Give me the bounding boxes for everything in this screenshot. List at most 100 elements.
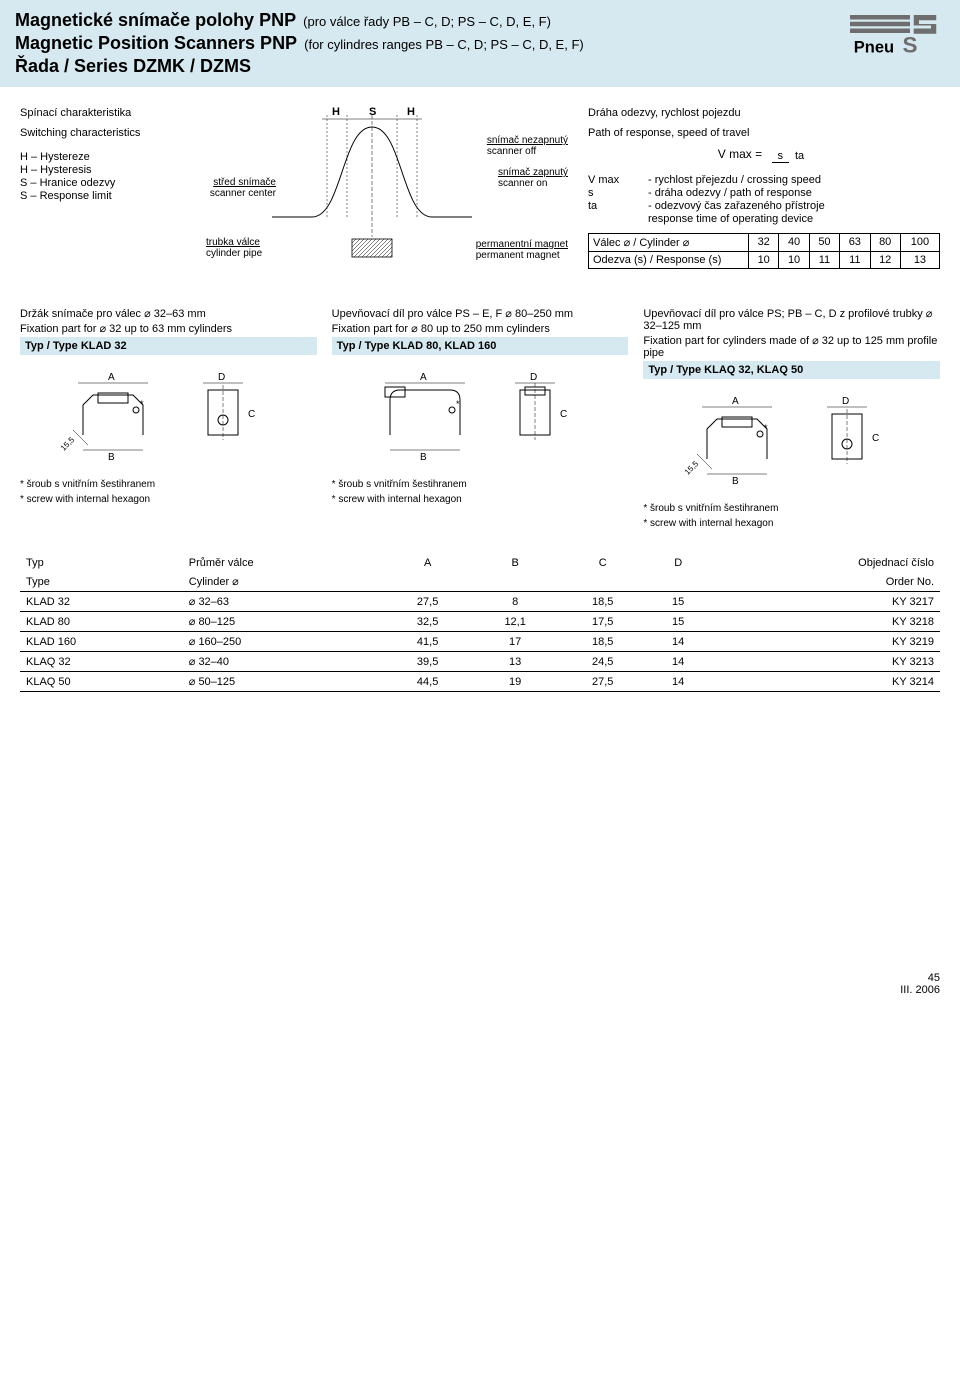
dh2-1: Cylinder ⌀: [183, 572, 384, 592]
card-note-en: * screw with internal hexagon: [20, 494, 317, 505]
page-number: 45: [20, 972, 940, 984]
series-line: Řada / Series DZMK / DZMS: [15, 56, 945, 77]
resp-r1-4: 80: [870, 233, 900, 251]
def-row: s- dráha odezvy / path of response: [588, 187, 940, 199]
table-cell: KY 3213: [710, 652, 940, 672]
dh2-6: Order No.: [710, 572, 940, 592]
svg-text:A: A: [420, 372, 427, 383]
fixation-card: Upevňovací díl pro válce PS; PB – C, D z…: [643, 307, 940, 529]
resp-r2-5: 13: [900, 251, 939, 268]
table-cell: 17,5: [559, 612, 647, 632]
table-cell: KY 3218: [710, 612, 940, 632]
subtitle-en: (for cylindres ranges PB – C, D; PS – C,…: [304, 37, 584, 52]
def-sym: [588, 213, 648, 225]
response-heading-en: Path of response, speed of travel: [588, 127, 940, 139]
title-cz: Magnetické snímače polohy PNP: [15, 10, 296, 30]
table-row: KLAD 80⌀ 80–12532,512,117,515KY 3218: [20, 612, 940, 632]
header-band: Magnetické snímače polohy PNP (pro válce…: [0, 0, 960, 87]
center-cz: střed snímače: [176, 177, 276, 188]
legend-1: H – Hysteresis: [20, 164, 196, 176]
resp-r1-2: 50: [809, 233, 839, 251]
svg-text:A: A: [108, 372, 115, 383]
frac-den: ta: [789, 150, 810, 162]
svg-text:H: H: [332, 107, 340, 118]
svg-text:C: C: [248, 409, 255, 420]
table-cell: KY 3214: [710, 672, 940, 692]
table-cell: 13: [471, 652, 559, 672]
pipe-en: cylinder pipe: [206, 248, 262, 259]
resp-r1-0: 32: [749, 233, 779, 251]
svg-text:*: *: [140, 399, 144, 409]
def-sym: ta: [588, 200, 648, 212]
dh-0: Typ: [20, 554, 183, 572]
switching-heading-en: Switching characteristics: [20, 127, 196, 139]
resp-r2-4: 12: [870, 251, 900, 268]
resp-r2-label: Odezva (s) / Response (s): [589, 251, 749, 268]
card-drawing: A * 15,5 B D C: [643, 389, 940, 499]
legend-2: S – Hranice odezvy: [20, 177, 196, 189]
svg-text:S: S: [903, 33, 918, 58]
def-row: response time of operating device: [588, 213, 940, 225]
table-cell: ⌀ 80–125: [183, 612, 384, 632]
card-drawing: A * 15,5 B D C: [20, 365, 317, 475]
card-note-en: * screw with internal hexagon: [332, 494, 629, 505]
table-cell: 18,5: [559, 632, 647, 652]
svg-text:D: D: [218, 372, 225, 383]
table-cell: ⌀ 32–40: [183, 652, 384, 672]
resp-r1-5: 100: [900, 233, 939, 251]
table-cell: KLAD 80: [20, 612, 183, 632]
table-cell: KLAQ 32: [20, 652, 183, 672]
card-head-en: Fixation part for ⌀ 80 up to 250 mm cyli…: [332, 322, 629, 335]
svg-text:C: C: [872, 433, 879, 444]
card-type: Typ / Type KLAD 80, KLAD 160: [332, 337, 629, 355]
fixation-card: Upevňovací díl pro válce PS – E, F ⌀ 80–…: [332, 307, 629, 529]
table-cell: 24,5: [559, 652, 647, 672]
fixation-cards: Držák snímače pro válec ⌀ 32–63 mm Fixat…: [20, 307, 940, 529]
center-en: scanner center: [176, 188, 276, 199]
def-row: V max- rychlost přejezdu / crossing spee…: [588, 174, 940, 186]
title-en: Magnetic Position Scanners PNP: [15, 33, 297, 53]
magnet-cz: permanentní magnet: [476, 239, 568, 250]
card-drawing: A * B D C: [332, 365, 629, 475]
table-cell: 14: [646, 652, 710, 672]
dh2-4: [559, 572, 647, 592]
svg-text:15,5: 15,5: [59, 435, 77, 453]
table-cell: KLAD 32: [20, 592, 183, 612]
table-cell: 12,1: [471, 612, 559, 632]
table-cell: 18,5: [559, 592, 647, 612]
def-row: ta- odezvový čas zařazeného přístroje: [588, 200, 940, 212]
svg-text:Pneu: Pneu: [854, 39, 894, 57]
def-txt: response time of operating device: [648, 213, 813, 225]
svg-text:B: B: [732, 476, 739, 487]
svg-text:D: D: [530, 372, 537, 383]
table-row: KLAQ 50⌀ 50–12544,51927,514KY 3214: [20, 672, 940, 692]
svg-text:A: A: [732, 396, 739, 407]
dimension-table: Typ Průměr válce A B C D Objednací číslo…: [20, 554, 940, 692]
table-cell: 14: [646, 672, 710, 692]
table-cell: 41,5: [384, 632, 472, 652]
table-row: KLAD 32⌀ 32–6327,5818,515KY 3217: [20, 592, 940, 612]
scanner-on-en: scanner on: [498, 178, 568, 189]
fixation-card: Držák snímače pro válec ⌀ 32–63 mm Fixat…: [20, 307, 317, 529]
magnet-en: permanent magnet: [476, 250, 568, 261]
response-heading-cz: Dráha odezvy, rychlost pojezdu: [588, 107, 940, 119]
vmax-formula: V max = sta: [588, 147, 940, 162]
response-block: Dráha odezvy, rychlost pojezdu Path of r…: [588, 107, 940, 277]
svg-text:S: S: [369, 107, 376, 118]
response-table: Válec ⌀ / Cylinder ⌀ 32 40 50 63 80 100 …: [588, 233, 940, 269]
resp-r1-1: 40: [779, 233, 809, 251]
table-cell: 27,5: [559, 672, 647, 692]
svg-text:15,5: 15,5: [682, 459, 700, 477]
svg-text:B: B: [420, 452, 427, 463]
card-head-cz: Upevňovací díl pro válce PS; PB – C, D z…: [643, 307, 940, 332]
dh-1: Průměr válce: [183, 554, 384, 572]
header-text: Magnetické snímače polohy PNP (pro válce…: [15, 10, 945, 77]
table-cell: ⌀ 50–125: [183, 672, 384, 692]
def-txt: - rychlost přejezdu / crossing speed: [648, 174, 821, 186]
card-head-cz: Držák snímače pro válec ⌀ 32–63 mm: [20, 307, 317, 320]
dh-4: C: [559, 554, 647, 572]
switching-diagram: H S H snímač nezapnutý scanner off sníma…: [216, 107, 568, 277]
card-type: Typ / Type KLAQ 32, KLAQ 50: [643, 361, 940, 379]
card-head-en: Fixation part for cylinders made of ⌀ 32…: [643, 334, 940, 359]
dh-5: D: [646, 554, 710, 572]
